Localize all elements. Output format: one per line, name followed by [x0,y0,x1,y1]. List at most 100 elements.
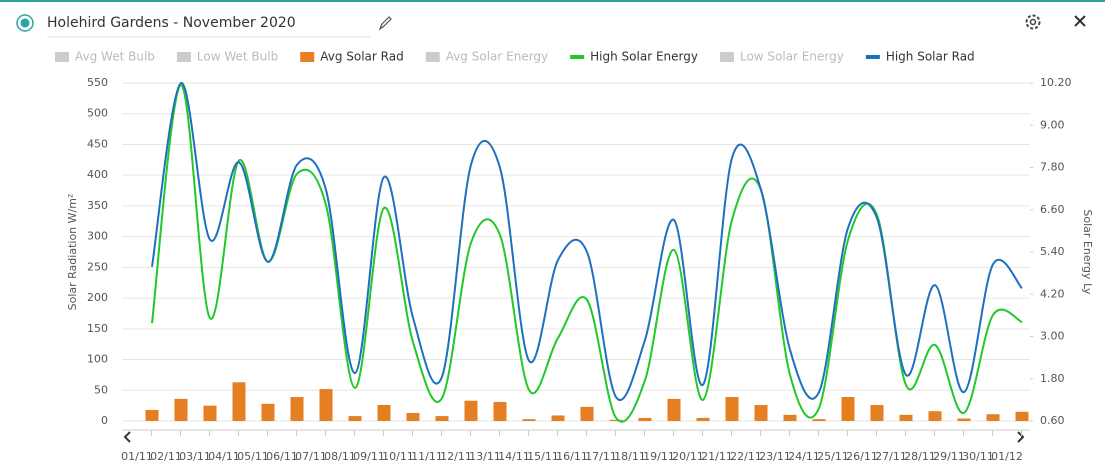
bar [609,419,623,421]
bar [696,417,710,421]
y2-tick-label: 10.20 [1040,76,1072,89]
x-tick-label: 10/11 [382,450,414,463]
x-tick-label: 01/11 [121,450,153,463]
bar [725,397,739,421]
bar [377,405,391,421]
bar [319,389,333,421]
y2-tick-label: 9.00 [1040,118,1065,131]
bar [232,382,246,421]
legend-swatch [865,55,880,59]
bar [870,405,884,421]
legend-swatch [55,52,69,62]
x-tick-label: 27/11 [875,450,907,463]
x-tick-label: 03/11 [179,450,211,463]
bar [957,418,971,421]
legend-label[interactable]: Avg Solar Rad [320,50,403,64]
y2-tick-label: 0.60 [1040,414,1065,427]
close-icon[interactable] [1074,15,1086,27]
x-tick-label: 02/11 [150,450,182,463]
legend-label[interactable]: Avg Solar Energy [446,50,548,64]
y-tick-label: 150 [87,322,108,335]
y2-tick-label: 1.80 [1040,372,1065,385]
x-tick-label: 14/11 [498,450,530,463]
settings-icon[interactable] [1025,14,1041,30]
y-tick-label: 50 [94,383,108,396]
y2-tick-label: 7.80 [1040,161,1065,174]
legend-label[interactable]: Avg Wet Bulb [75,50,155,64]
bar [580,406,594,421]
bar [754,405,768,421]
bar [464,400,478,421]
bar [145,409,159,421]
y-axis-label: Solar Radiation W/m² [66,194,79,311]
x-tick-label: 26/11 [846,450,878,463]
y-tick-label: 300 [87,230,108,243]
bar [841,397,855,421]
radio-dot [20,18,30,28]
bar [406,413,420,421]
x-tick-label: 05/11 [237,450,269,463]
x-tick-label: 24/11 [788,450,820,463]
bar [261,403,275,421]
legend-swatch [300,52,315,62]
legend-label[interactable]: Low Wet Bulb [197,50,278,64]
x-tick-label: 20/11 [672,450,704,463]
legend-swatch [176,52,191,62]
bar [986,414,1000,421]
bar [899,414,913,421]
radio-icon[interactable] [16,14,34,32]
bar [435,416,449,421]
x-tick-label: 01/12 [991,450,1023,463]
legend-swatch [425,52,440,62]
y2-axis-label: Solar Energy Ly [1081,209,1094,295]
bar [522,419,536,421]
edit-icon[interactable] [378,16,392,31]
bar [783,414,797,421]
x-tick-label: 08/11 [324,450,356,463]
scroll-right[interactable] [1017,431,1025,443]
y2-tick-label: 6.60 [1040,203,1065,216]
legend-label[interactable]: Low Solar Energy [740,50,844,64]
y2-tick-label: 5.40 [1040,245,1065,258]
y-tick-label: 250 [87,260,108,273]
x-tick-label: 17/11 [585,450,617,463]
scroll-left[interactable] [123,431,131,443]
bar [493,401,507,421]
x-tick-label: 28/11 [904,450,936,463]
x-tick-label: 29/11 [933,450,965,463]
bar [290,397,304,421]
page-title: Holehird Gardens - November 2020 [47,15,296,31]
legend-label[interactable]: High Solar Rad [886,50,975,64]
x-tick-label: 23/11 [759,450,791,463]
line [151,81,1023,401]
y-tick-label: 0 [101,414,108,427]
bar [928,411,942,421]
y-tick-label: 100 [87,353,108,366]
bar [812,419,826,421]
x-tick-label: 12/11 [440,450,472,463]
legend-swatch [719,52,734,62]
bar [638,417,652,421]
x-tick-label: 19/11 [643,450,675,463]
y-tick-label: 500 [87,107,108,120]
x-tick-label: 30/11 [962,450,994,463]
top-border [0,0,1105,2]
bar [203,405,217,421]
legend-label[interactable]: High Solar Energy [590,50,698,64]
x-tick-label: 09/11 [353,450,385,463]
x-tick-label: 15/11 [527,450,559,463]
bar [1015,411,1029,421]
x-tick-label: 25/11 [817,450,849,463]
y-tick-label: 450 [87,137,108,150]
x-tick-label: 07/11 [295,450,327,463]
bar [551,415,565,421]
y-tick-label: 350 [87,199,108,212]
y2-tick-label: 3.00 [1040,330,1065,343]
x-tick-label: 04/11 [208,450,240,463]
x-tick-label: 22/11 [730,450,762,463]
x-tick-label: 13/11 [469,450,501,463]
x-tick-label: 06/11 [266,450,298,463]
y-tick-label: 550 [87,76,108,89]
x-tick-label: 21/11 [701,450,733,463]
